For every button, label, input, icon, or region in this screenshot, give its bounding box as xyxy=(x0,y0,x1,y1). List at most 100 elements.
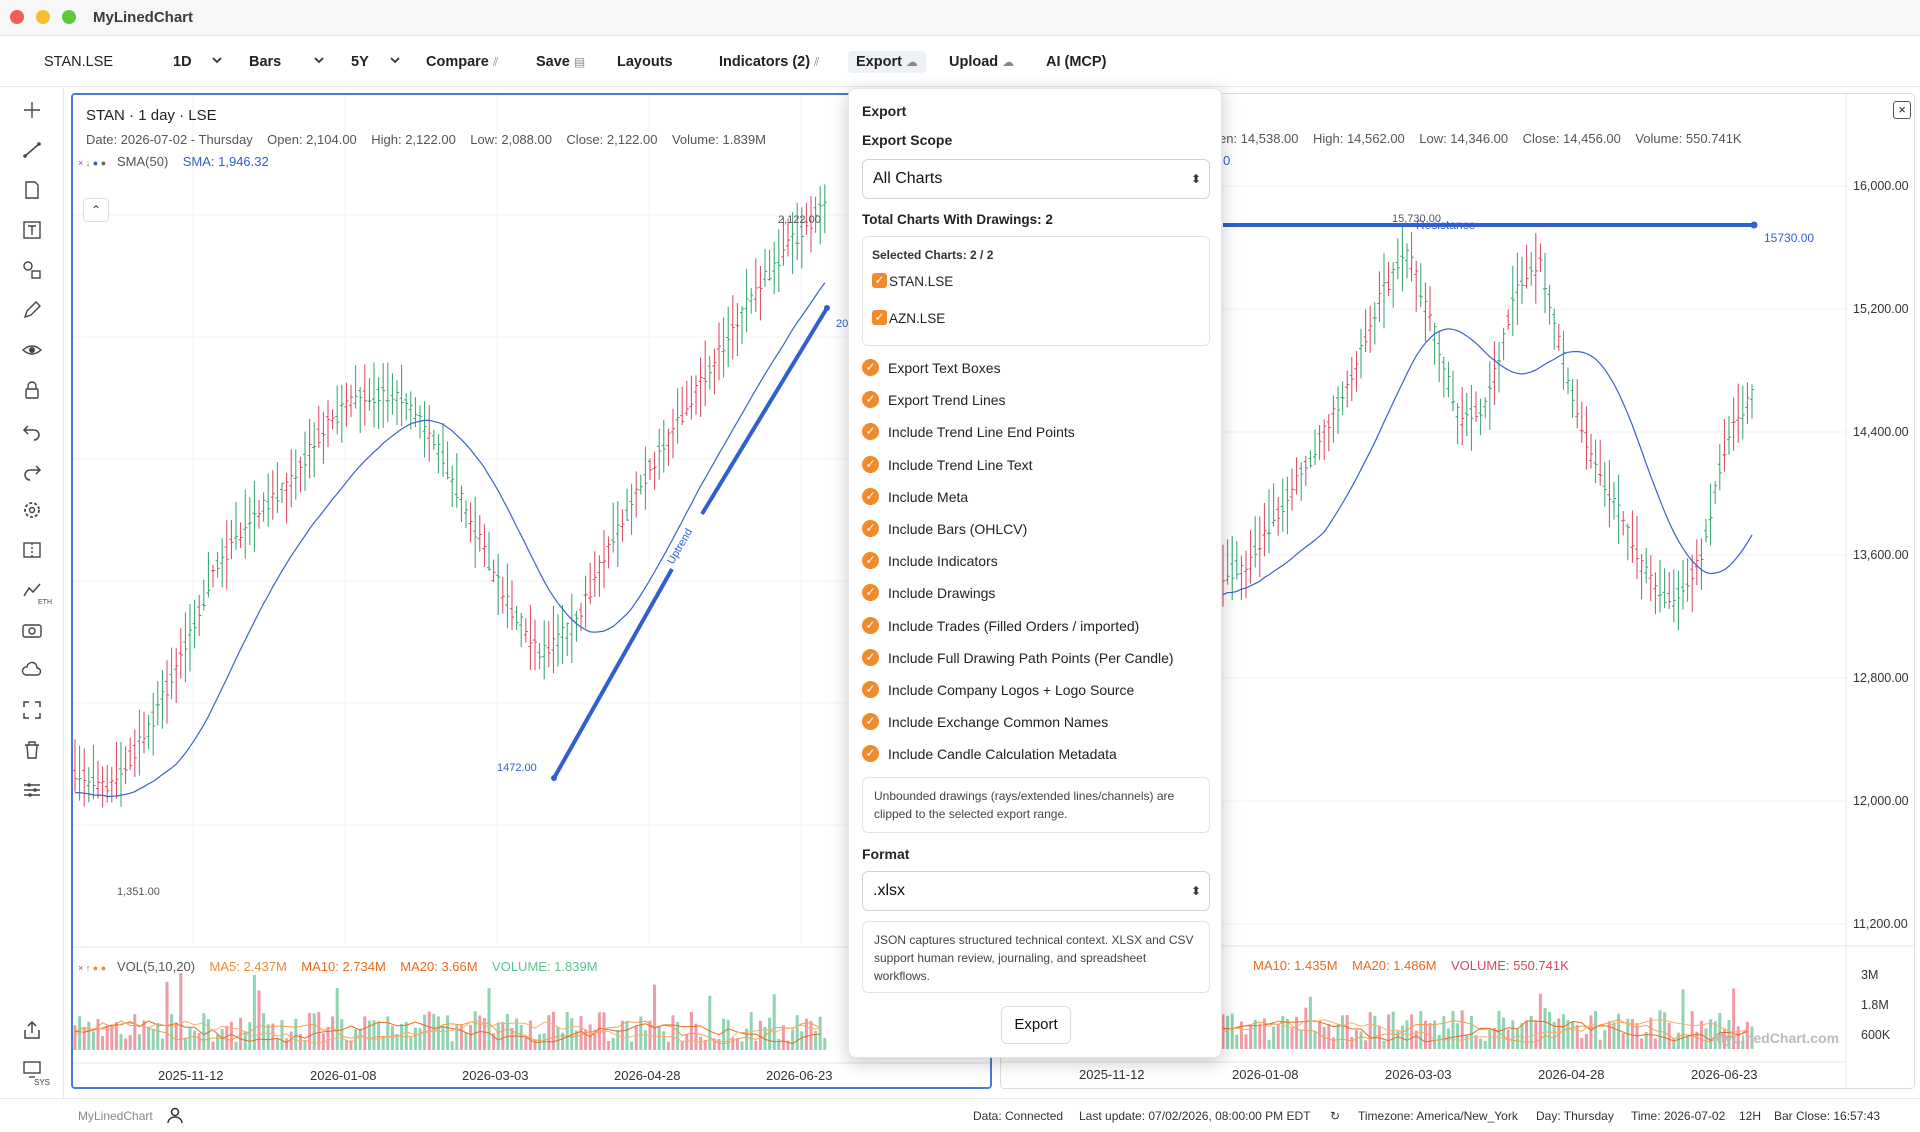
ohlc-bar xyxy=(1570,379,1575,418)
ohlc-bar xyxy=(1713,481,1718,504)
ohlc-bar xyxy=(1736,383,1741,443)
collapse-button[interactable]: ⌃ xyxy=(83,198,109,222)
volume-bar xyxy=(446,1015,450,1050)
export-option-checkbox[interactable]: ✓ Include Trend Line Text xyxy=(862,455,1033,476)
chevron-down-icon[interactable] xyxy=(314,55,324,65)
upload-button[interactable]: Upload ☁ xyxy=(949,51,1014,73)
export-option-checkbox[interactable]: ✓ Include Drawings xyxy=(862,584,995,604)
ohlc-bar xyxy=(422,401,427,458)
checkbox-checked-icon: ✓ xyxy=(862,584,879,602)
legend-controls-icon[interactable]: × ↓ ● ● xyxy=(78,158,107,168)
export-option-checkbox[interactable]: ✓ Include Exchange Common Names xyxy=(862,713,1108,733)
system-icon[interactable] xyxy=(20,1058,44,1082)
indicators-button[interactable]: Indicators (2) ⫽ xyxy=(719,51,819,73)
eye-icon[interactable] xyxy=(20,338,44,362)
crosshair-icon[interactable] xyxy=(20,98,44,122)
extended-hours-icon[interactable] xyxy=(20,578,44,602)
volume-bar xyxy=(1603,1030,1607,1049)
close-window-button[interactable] xyxy=(10,10,24,24)
cloud-icon[interactable] xyxy=(20,658,44,682)
share-icon[interactable] xyxy=(20,1018,44,1042)
trend-line[interactable] xyxy=(700,306,829,516)
cloud-upload-icon: ☁ xyxy=(1002,55,1015,69)
volume-bar xyxy=(1295,1016,1299,1049)
volume-bar xyxy=(271,1023,275,1050)
volume-bar xyxy=(533,1039,537,1050)
export-option-checkbox[interactable]: ✓ Include Full Drawing Path Points (Per C… xyxy=(862,648,1174,669)
status-hours[interactable]: 12H xyxy=(1739,1109,1762,1123)
compare-button[interactable]: Compare ⫽ xyxy=(426,51,498,73)
ai-mcp-button[interactable]: AI (MCP) xyxy=(1046,54,1107,70)
maximize-window-button[interactable] xyxy=(62,10,76,24)
refresh-icon[interactable]: ↻ xyxy=(1330,1109,1341,1123)
ohlc-bar xyxy=(1285,476,1290,535)
chart-panel-stan[interactable]: Uptrend 1472.00 20 2,122.00 1,351.00 2025-11-… xyxy=(71,93,992,1089)
camera-icon[interactable] xyxy=(20,618,44,642)
ohlc-bar xyxy=(206,551,211,598)
sliders-icon[interactable] xyxy=(20,778,44,802)
ohlc-bar xyxy=(1428,286,1432,332)
ohlc-bar xyxy=(1395,238,1400,280)
volume-bar xyxy=(312,1013,316,1050)
layouts-button[interactable]: Layouts xyxy=(617,54,673,70)
export-option-checkbox[interactable]: ✓ Include Candle Calculation Metadata xyxy=(862,745,1117,765)
user-icon[interactable] xyxy=(166,1106,184,1124)
export-button[interactable]: Export ☁ xyxy=(848,51,926,73)
export-popup: Export Export Scope All Charts ⬍ Total Ch… xyxy=(848,88,1222,1058)
volume-bar xyxy=(1437,1035,1441,1049)
shapes-icon[interactable] xyxy=(20,258,44,282)
trend-line[interactable] xyxy=(552,568,674,779)
chart-type-selector[interactable]: Bars xyxy=(249,54,282,70)
minimize-window-button[interactable] xyxy=(36,10,50,24)
stan-chart-canvas[interactable]: Uptrend1472.00202,122.001,351.002025-11-… xyxy=(73,95,992,1089)
export-option-checkbox[interactable]: ✓ Include Indicators xyxy=(862,552,998,572)
volume-bar xyxy=(777,1038,781,1050)
volume-bar xyxy=(1672,1037,1676,1049)
trend-line-icon[interactable] xyxy=(20,138,44,162)
export-option-checkbox[interactable]: ✓ Include Company Logos + Logo Source xyxy=(862,681,1134,701)
chevron-down-icon[interactable] xyxy=(212,55,222,65)
ohlc-bar xyxy=(717,322,721,381)
volume-bar xyxy=(740,1041,744,1050)
export-submit-button[interactable]: Export xyxy=(1001,1006,1071,1044)
format-select[interactable]: .xlsx ⬍ xyxy=(862,871,1210,911)
close-chart-button[interactable]: × xyxy=(1893,101,1911,119)
volume-legend-controls[interactable]: × ↑ ● ● xyxy=(78,963,107,973)
export-option-checkbox[interactable]: ✓ Include Trend Line End Points xyxy=(862,423,1075,443)
volume-tick-label: 600K xyxy=(1861,1028,1891,1042)
interval-selector[interactable]: 1D xyxy=(173,54,192,70)
trend-endpoint[interactable] xyxy=(824,305,830,311)
pencil-icon[interactable] xyxy=(20,298,44,322)
split-view-icon[interactable] xyxy=(20,538,44,562)
resistance-endpoint[interactable] xyxy=(1750,221,1758,229)
document-icon[interactable] xyxy=(20,178,44,202)
range-selector[interactable]: 5Y xyxy=(351,54,369,70)
save-button[interactable]: Save ▤ xyxy=(536,51,585,73)
symbol-search[interactable]: STAN.LSE xyxy=(44,54,114,70)
export-option-checkbox[interactable]: ✓ Include Trades (Filled Orders / importe… xyxy=(862,616,1139,637)
trend-endpoint[interactable] xyxy=(551,775,557,781)
volume-bar xyxy=(285,1038,289,1050)
export-option-checkbox[interactable]: ✓ Export Text Boxes xyxy=(862,359,1001,379)
volume-bar xyxy=(1488,1029,1492,1049)
volume-bar xyxy=(607,1040,611,1050)
volume-bar xyxy=(1474,1035,1478,1049)
export-option-checkbox[interactable]: ✓ Export Trend Lines xyxy=(862,391,1006,411)
volume-bar xyxy=(1483,1040,1487,1049)
chart-checkbox-azn[interactable]: ✓ AZN.LSE xyxy=(872,310,945,330)
chevron-down-icon[interactable] xyxy=(390,55,400,65)
settings-icon[interactable] xyxy=(20,498,44,522)
export-scope-select[interactable]: All Charts ⬍ xyxy=(862,159,1210,199)
fullscreen-icon[interactable] xyxy=(20,698,44,722)
text-box-icon[interactable] xyxy=(20,218,44,242)
export-option-checkbox[interactable]: ✓ Include Meta xyxy=(862,487,968,508)
trash-icon[interactable] xyxy=(20,738,44,762)
export-option-checkbox[interactable]: ✓ Include Bars (OHLCV) xyxy=(862,520,1027,540)
volume-bar xyxy=(239,1017,243,1050)
volume-bar xyxy=(1479,1038,1483,1049)
lock-icon[interactable] xyxy=(20,378,44,402)
undo-icon[interactable] xyxy=(20,418,44,442)
checkbox-checked-icon: ✓ xyxy=(862,487,879,505)
redo-icon[interactable] xyxy=(20,458,44,482)
chart-checkbox-stan[interactable]: ✓ STAN.LSE xyxy=(872,273,953,293)
